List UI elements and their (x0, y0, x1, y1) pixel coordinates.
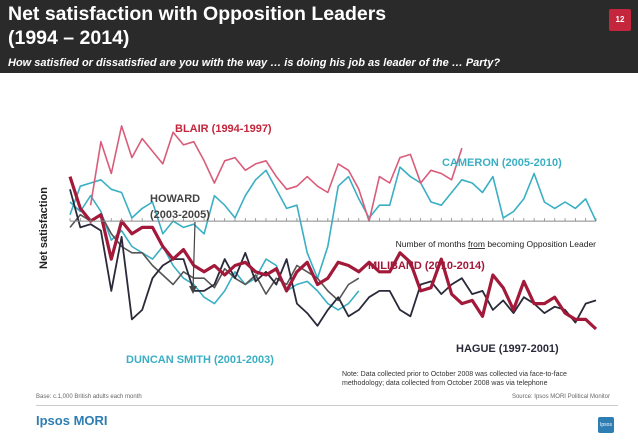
ipsos-logo-badge: Ipsos (598, 417, 614, 433)
methodology-note-2: methodology; data collected from October… (342, 380, 548, 387)
series-line-hague (69, 189, 597, 327)
title-line-1: Net satisfaction with Opposition Leaders (8, 3, 387, 25)
label-hague: HAGUE (1997-2001) (456, 343, 559, 355)
subtitle-bar (0, 54, 638, 73)
methodology-note-1: Note: Data collected prior to October 20… (342, 371, 567, 378)
series-line-howard (69, 213, 360, 302)
x-axis-label: Number of months from becoming Oppositio… (396, 239, 596, 249)
label-cameron: CAMERON (2005-2010) (442, 157, 562, 169)
label-howard-1: HOWARD (150, 193, 200, 205)
footer-divider (36, 405, 618, 406)
header-bar (0, 0, 638, 54)
x-axis-ticks (69, 218, 597, 222)
label-duncan-smith: DUNCAN SMITH (2001-2003) (126, 354, 274, 366)
footer-base-note: Base: c.1,000 British adults each month (36, 394, 142, 400)
ipsos-mori-logo: Ipsos MORI (36, 413, 108, 428)
line-chart: Net satisfaction Number of months from b… (38, 123, 598, 387)
y-axis-label: Net satisfaction (38, 187, 50, 269)
howard-arrowhead (189, 286, 197, 294)
series-line-miliband (68, 176, 598, 331)
title-line-2: (1994 – 2014) (8, 27, 130, 49)
label-miliband: MILIBAND (2010-2014) (368, 260, 485, 272)
page-number-badge: 12 (609, 9, 631, 31)
series-line-blair (89, 125, 463, 222)
question-subtitle: How satisfied or dissatisfied are you wi… (8, 57, 501, 69)
howard-pointer-arrow (192, 221, 196, 291)
page-title: Net satisfaction with Opposition Leaders… (8, 2, 568, 50)
label-blair: BLAIR (1994-1997) (175, 123, 272, 135)
series-layer (68, 125, 598, 331)
label-howard-2: (2003-2005) (150, 209, 210, 221)
series-line-cameron (69, 166, 597, 280)
footer-source-note: Source: Ipsos MORI Political Monitor (511, 394, 610, 400)
